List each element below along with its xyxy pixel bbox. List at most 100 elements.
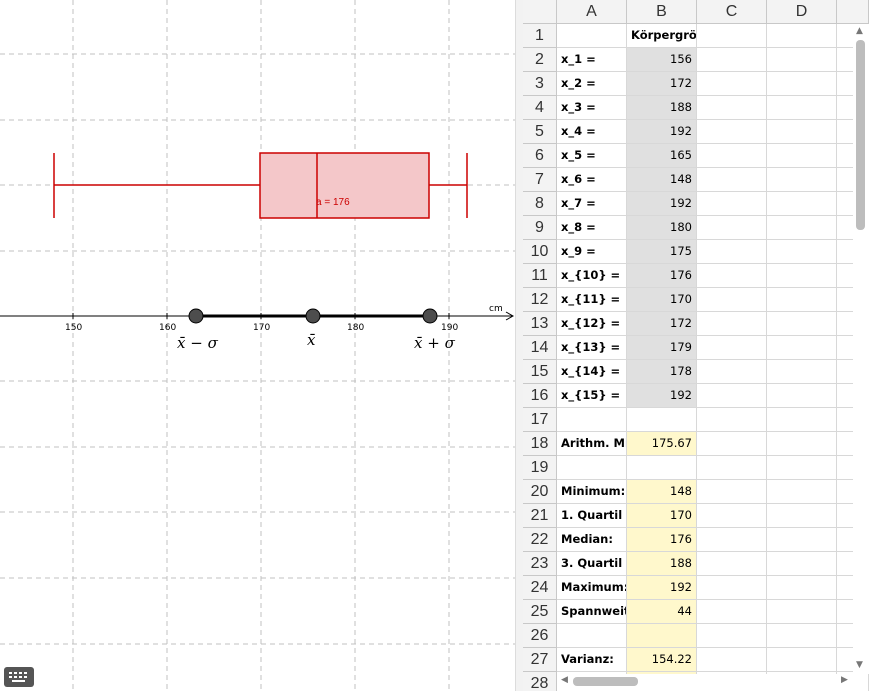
cell-a[interactable]: x_1 = xyxy=(557,48,627,72)
boxplot[interactable]: a = 176 xyxy=(53,152,468,219)
cell-a[interactable] xyxy=(557,408,627,432)
cell-empty[interactable] xyxy=(767,312,837,336)
cell-b[interactable]: 176 xyxy=(627,264,697,288)
cell-a[interactable]: Varianz: xyxy=(557,648,627,672)
cell-empty[interactable] xyxy=(767,48,837,72)
cell-a[interactable]: Arithm. Mittel: xyxy=(557,432,627,456)
cell-b[interactable]: 165 xyxy=(627,144,697,168)
cell-empty[interactable] xyxy=(697,336,767,360)
column-header-d[interactable]: D xyxy=(767,0,837,24)
cell-a[interactable]: x_{15} = xyxy=(557,384,627,408)
sigma-segment[interactable]: x̄ − σ x̄ x̄ + σ xyxy=(177,308,456,352)
cell-a[interactable]: Median: xyxy=(557,528,627,552)
scroll-up-icon[interactable]: ▲ xyxy=(856,26,863,36)
cell-empty[interactable] xyxy=(697,96,767,120)
cell-empty[interactable] xyxy=(697,576,767,600)
cell-empty[interactable] xyxy=(697,216,767,240)
cell-empty[interactable] xyxy=(697,288,767,312)
cell-a[interactable]: x_3 = xyxy=(557,96,627,120)
cell-b[interactable]: 175 xyxy=(627,240,697,264)
cell-empty[interactable] xyxy=(767,192,837,216)
cell-empty[interactable] xyxy=(697,144,767,168)
cell-a[interactable]: x_{12} = xyxy=(557,312,627,336)
cell-a[interactable]: 3. Quartil xyxy=(557,552,627,576)
cell-empty[interactable] xyxy=(767,144,837,168)
cell-a[interactable]: Maximum: xyxy=(557,576,627,600)
cell-empty[interactable] xyxy=(697,240,767,264)
cell-b[interactable]: 188 xyxy=(627,96,697,120)
cell-empty[interactable] xyxy=(767,624,837,648)
row-header[interactable]: 17 xyxy=(523,408,557,432)
row-header[interactable]: 11 xyxy=(523,264,557,288)
cell-b[interactable]: Körpergröße xyxy=(627,24,697,48)
cell-b[interactable]: 44 xyxy=(627,600,697,624)
cell-b[interactable]: 148 xyxy=(627,480,697,504)
vertical-scroll-thumb[interactable] xyxy=(856,40,865,230)
cell-empty[interactable] xyxy=(767,384,837,408)
cell-empty[interactable] xyxy=(697,48,767,72)
row-header[interactable]: 28 xyxy=(523,672,557,691)
cell-b[interactable]: 176 xyxy=(627,528,697,552)
cell-b[interactable] xyxy=(627,408,697,432)
cell-empty[interactable] xyxy=(767,456,837,480)
cell-empty[interactable] xyxy=(697,264,767,288)
cell-b[interactable]: 180 xyxy=(627,216,697,240)
row-header[interactable]: 8 xyxy=(523,192,557,216)
cell-b[interactable]: 154.22 xyxy=(627,648,697,672)
cell-empty[interactable] xyxy=(767,480,837,504)
cell-a[interactable]: x_{10} = xyxy=(557,264,627,288)
scroll-right-icon[interactable]: ▶ xyxy=(841,675,848,685)
cell-a[interactable] xyxy=(557,624,627,648)
point-mean[interactable] xyxy=(305,308,321,324)
row-header[interactable]: 1 xyxy=(523,24,557,48)
row-header[interactable]: 7 xyxy=(523,168,557,192)
cell-b[interactable]: 188 xyxy=(627,552,697,576)
row-header[interactable]: 14 xyxy=(523,336,557,360)
row-header[interactable]: 3 xyxy=(523,72,557,96)
row-header[interactable]: 4 xyxy=(523,96,557,120)
row-header[interactable]: 9 xyxy=(523,216,557,240)
cell-empty[interactable] xyxy=(697,528,767,552)
cell-b[interactable] xyxy=(627,624,697,648)
cell-empty[interactable] xyxy=(767,528,837,552)
graphics-canvas[interactable]: cm 150 160 170 180 190 a = 176 x̄ − σ x̄ x̄ … xyxy=(0,0,515,691)
cell-a[interactable]: x_{13} = xyxy=(557,336,627,360)
view-splitter[interactable] xyxy=(515,0,524,691)
cell-a[interactable]: Minimum: xyxy=(557,480,627,504)
cell-empty[interactable] xyxy=(767,552,837,576)
cell-empty[interactable] xyxy=(767,408,837,432)
cell-empty[interactable] xyxy=(697,168,767,192)
cell-a[interactable]: x_9 = xyxy=(557,240,627,264)
column-header-c[interactable]: C xyxy=(697,0,767,24)
horizontal-scrollbar[interactable]: ◀ ▶ xyxy=(557,674,853,691)
cell-b[interactable]: 192 xyxy=(627,192,697,216)
cell-b[interactable]: 170 xyxy=(627,288,697,312)
cell-a[interactable]: x_7 = xyxy=(557,192,627,216)
cell-a[interactable] xyxy=(557,24,627,48)
cell-empty[interactable] xyxy=(767,288,837,312)
scroll-down-icon[interactable]: ▼ xyxy=(856,660,863,670)
cell-empty[interactable] xyxy=(697,72,767,96)
cell-empty[interactable] xyxy=(767,240,837,264)
cell-empty[interactable] xyxy=(697,384,767,408)
row-header[interactable]: 26 xyxy=(523,624,557,648)
cell-empty[interactable] xyxy=(697,456,767,480)
cell-b[interactable] xyxy=(627,456,697,480)
cell-b[interactable]: 172 xyxy=(627,72,697,96)
row-header[interactable]: 24 xyxy=(523,576,557,600)
column-header-e[interactable] xyxy=(837,0,869,24)
cell-empty[interactable] xyxy=(697,648,767,672)
row-header[interactable]: 18 xyxy=(523,432,557,456)
cell-empty[interactable] xyxy=(697,360,767,384)
cell-empty[interactable] xyxy=(697,600,767,624)
row-header[interactable]: 13 xyxy=(523,312,557,336)
horizontal-scroll-thumb[interactable] xyxy=(573,677,638,686)
point-mean-plus-sigma[interactable] xyxy=(422,308,438,324)
cell-b[interactable]: 156 xyxy=(627,48,697,72)
cell-b[interactable]: 172 xyxy=(627,312,697,336)
cell-empty[interactable] xyxy=(767,120,837,144)
keyboard-icon[interactable] xyxy=(4,667,34,687)
cell-empty[interactable] xyxy=(767,648,837,672)
cell-empty[interactable] xyxy=(697,480,767,504)
row-header[interactable]: 2 xyxy=(523,48,557,72)
